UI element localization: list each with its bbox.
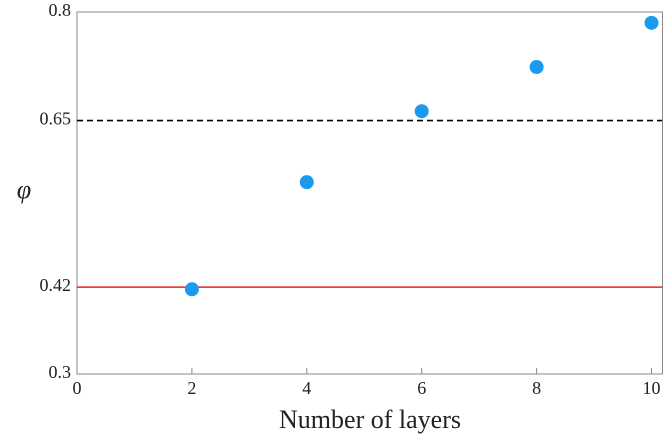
y-axis-title: φ — [17, 175, 31, 204]
point — [299, 175, 314, 190]
point — [529, 60, 544, 75]
point — [644, 15, 659, 30]
point — [414, 104, 429, 119]
y-tick-label: 0.8 — [49, 0, 72, 20]
x-tick-label: 2 — [187, 378, 196, 398]
y-tick-label: 0.42 — [40, 275, 72, 295]
plot-frame — [76, 11, 663, 375]
x-tick-label: 10 — [643, 378, 661, 398]
point — [184, 282, 199, 297]
x-tick-label: 4 — [302, 378, 311, 398]
y-tick-label: 0.3 — [49, 362, 72, 382]
x-tick-label: 8 — [532, 378, 541, 398]
y-tick-label: 0.65 — [40, 109, 72, 129]
x-axis-title: Number of layers — [279, 405, 461, 434]
x-tick-label: 6 — [417, 378, 426, 398]
x-tick-label: 0 — [73, 378, 82, 398]
